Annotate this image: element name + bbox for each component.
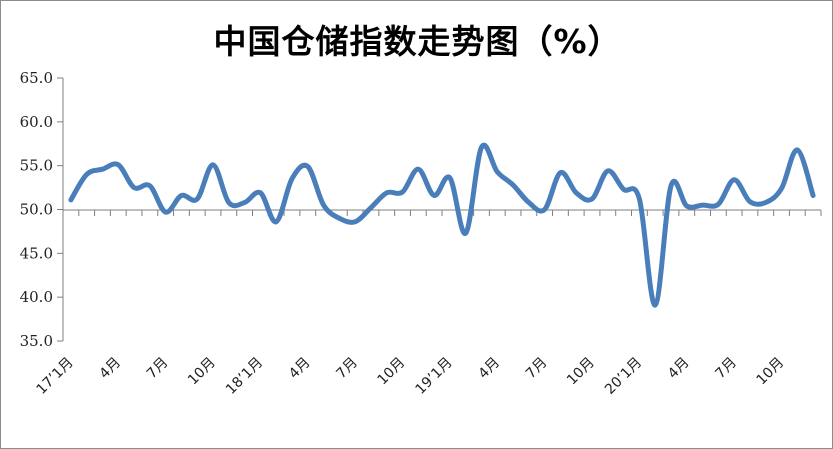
x-tick-label: 18’1月 [223,355,266,398]
y-tick-label: 65.0 [20,69,53,87]
y-tick-label: 50.0 [20,201,53,219]
x-tick-label: 10月 [564,355,598,389]
y-tick-label: 60.0 [20,113,53,131]
x-tick-label: 17’1月 [33,355,76,398]
y-tick-label: 40.0 [20,288,53,306]
x-tick-label: 7月 [523,355,551,383]
x-tick-label: 7月 [712,355,740,383]
x-tick-label: 10月 [375,355,409,389]
x-tick-label: 4月 [665,355,693,383]
chart-title: 中国仓储指数走势图（%） [213,22,622,61]
y-tick-label: 45.0 [20,244,53,262]
x-tick-label: 7月 [144,355,172,383]
x-tick-label: 4月 [286,355,314,383]
x-tick-label: 10月 [754,355,788,389]
x-tick-label: 19’1月 [412,355,455,398]
x-tick-label: 4月 [476,355,504,383]
y-tick-label: 35.0 [20,332,53,350]
x-tick-label: 4月 [97,355,125,383]
x-tick-label: 7月 [333,355,361,383]
series-line [68,142,816,308]
x-tick-label: 10月 [185,355,219,389]
y-tick-label: 55.0 [20,157,53,175]
x-tick-label: 20’1月 [602,355,645,398]
